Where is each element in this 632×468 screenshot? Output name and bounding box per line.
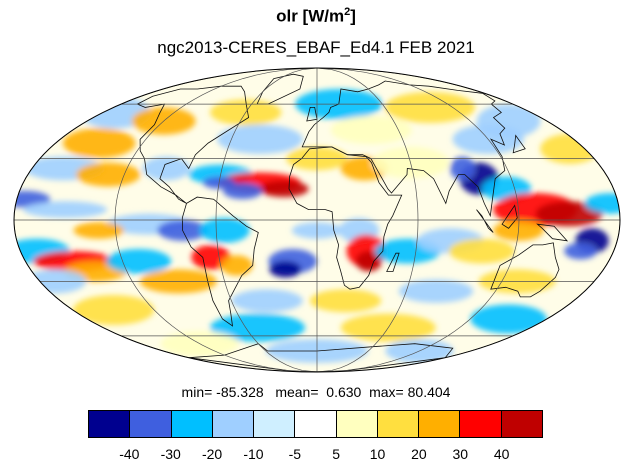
anomaly-blob — [309, 289, 382, 313]
coastline — [501, 204, 518, 229]
colorbar-swatch — [89, 411, 131, 437]
anomaly-blob — [259, 180, 309, 198]
anomaly-blob — [398, 279, 474, 303]
colorbar-swatch — [130, 411, 172, 437]
colorbar-tick-label: -20 — [201, 446, 223, 462]
stats-line: min= -85.328 mean= 0.630 max= 80.404 — [181, 384, 451, 400]
colorbar-swatch — [336, 411, 378, 437]
mollweide-map — [13, 67, 621, 373]
anomaly-blob — [231, 289, 303, 313]
anomaly-blob — [269, 261, 302, 278]
anomaly-blob — [210, 313, 306, 342]
colorbar-swatch — [501, 411, 542, 437]
coastline — [288, 146, 403, 290]
map-title: olr [W/m2] — [276, 6, 356, 26]
colorbar-tick-label: -5 — [288, 446, 302, 462]
anomaly-blob — [199, 217, 250, 243]
longitude-line — [316, 68, 520, 372]
anomaly-blob — [470, 304, 547, 334]
anomaly-blob — [62, 128, 136, 159]
colorbar — [88, 410, 543, 438]
anomaly-blob — [106, 248, 172, 274]
colorbar-swatch — [419, 411, 461, 437]
anomaly-blob — [76, 162, 141, 187]
coastline — [512, 134, 526, 154]
coastline — [301, 80, 506, 218]
anomaly-blob — [222, 182, 263, 200]
coastline — [476, 209, 494, 233]
colorbar-tick-label: 10 — [369, 446, 386, 462]
colorbar-swatch — [377, 411, 420, 437]
anomaly-blob — [584, 193, 620, 214]
colorbar-swatch — [295, 411, 337, 437]
colorbar-swatch — [460, 411, 502, 437]
colorbar-tick-label: 20 — [411, 446, 427, 462]
coastline — [306, 107, 318, 122]
coastline — [536, 223, 569, 242]
colorbar-tick-label: 30 — [452, 446, 469, 462]
anomaly-blob — [448, 238, 515, 264]
anomaly-blob — [142, 156, 191, 181]
map-subtitle: ngc2013-CERES_EBAF_Ed4.1 FEB 2021 — [157, 38, 475, 57]
anomaly-blob — [330, 115, 412, 145]
map-border — [13, 67, 621, 373]
colorbar-tick-label: 40 — [493, 446, 510, 462]
colorbar-tick-label: -10 — [243, 446, 264, 462]
anomaly-blob — [220, 255, 253, 276]
continent-outlines — [136, 73, 569, 372]
colorbar-tick-label: -40 — [119, 446, 140, 462]
coastline — [136, 85, 250, 204]
coastline — [490, 242, 560, 298]
coastline — [256, 73, 304, 105]
anomaly-blob — [72, 295, 155, 325]
anomaly-blob — [73, 222, 124, 239]
anomaly-blob — [540, 133, 600, 164]
colorbar-swatch — [254, 411, 296, 437]
anomaly-blob — [191, 244, 231, 270]
anomaly-blob — [450, 156, 476, 181]
longitude-line — [114, 68, 318, 372]
anomaly-blob — [217, 124, 303, 154]
longitude-line — [215, 68, 318, 372]
anomaly-blob — [564, 242, 598, 260]
anomaly-blob — [384, 91, 476, 123]
colorbar-tick-label: -30 — [160, 446, 181, 462]
longitude-line — [316, 68, 419, 372]
colorbar-tick-label: 5 — [332, 446, 341, 462]
colorbar-swatch — [212, 411, 255, 437]
coastline — [181, 196, 259, 327]
colorbar-swatch — [171, 411, 213, 437]
coastline — [386, 252, 400, 272]
anomaly-blob — [355, 251, 382, 272]
anomaly-blob — [23, 201, 108, 218]
